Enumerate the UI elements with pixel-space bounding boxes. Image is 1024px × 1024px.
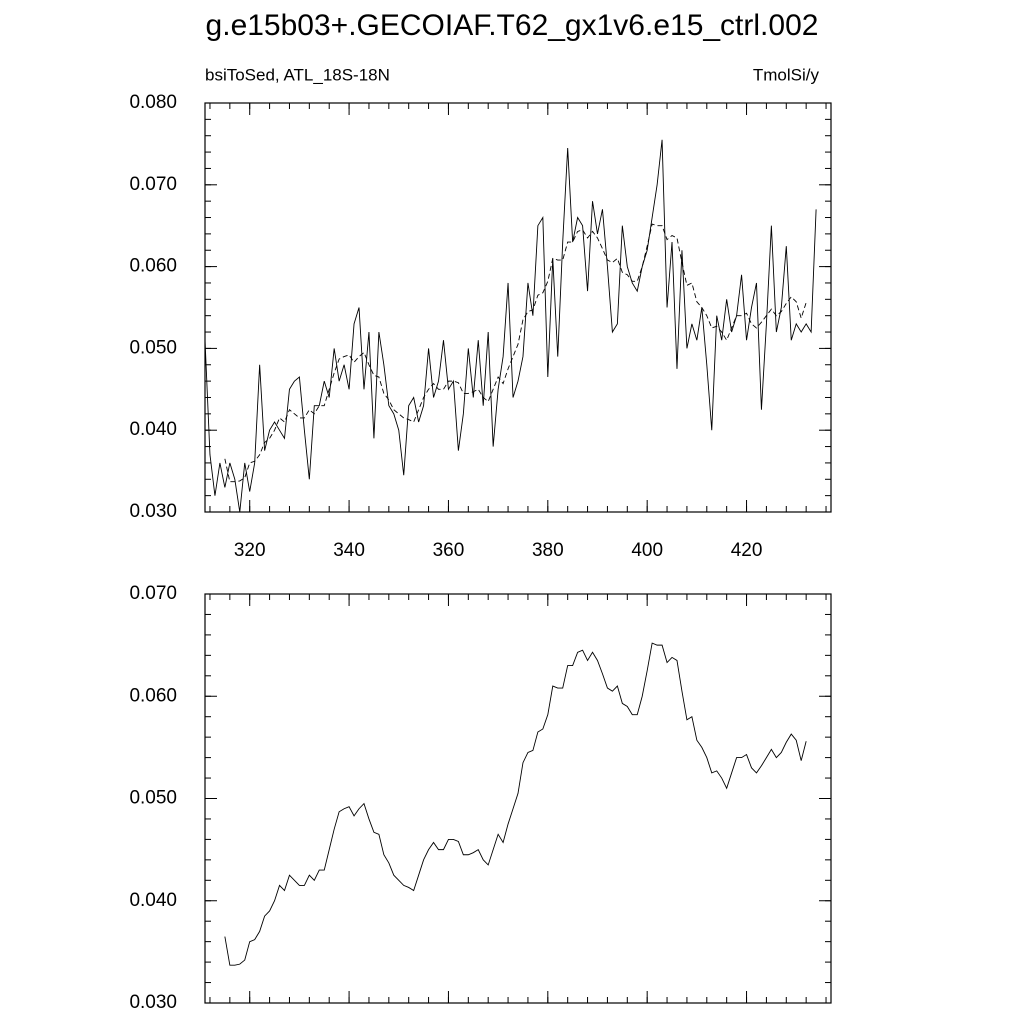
plot-frame: [204, 102, 832, 513]
y-tick-label: 0.070: [129, 583, 177, 604]
y-tick-label: 0.040: [129, 419, 177, 440]
plot-frame: [204, 593, 832, 1004]
x-tick-label: 360: [433, 540, 465, 561]
x-tick-label: 380: [532, 540, 564, 561]
running-mean-line: [224, 223, 807, 483]
y-tick-label: 0.040: [129, 890, 177, 911]
y-tick-label: 0.050: [129, 788, 177, 809]
y-tick-label: 0.030: [129, 501, 177, 522]
subtitle-right: TmolSi/y: [753, 65, 820, 84]
x-tick-label: 320: [234, 540, 266, 561]
y-tick-label: 0.070: [129, 174, 177, 195]
y-tick-label: 0.050: [129, 337, 177, 358]
y-tick-label: 0.080: [129, 92, 177, 113]
x-tick-label: 400: [631, 540, 663, 561]
y-tick-label: 0.030: [129, 992, 177, 1013]
y-tick-label: 0.060: [129, 256, 177, 277]
data-line: [204, 139, 817, 513]
y-tick-label: 0.060: [129, 685, 177, 706]
data-line: [224, 642, 807, 966]
subtitle-left: bsiToSed, ATL_18S-18N: [205, 65, 390, 84]
x-tick-label: 340: [333, 540, 365, 561]
x-tick-label: 420: [731, 540, 763, 561]
chart-title: g.e15b03+.GECOIAF.T62_gx1v6.e15_ctrl.002: [206, 9, 819, 42]
